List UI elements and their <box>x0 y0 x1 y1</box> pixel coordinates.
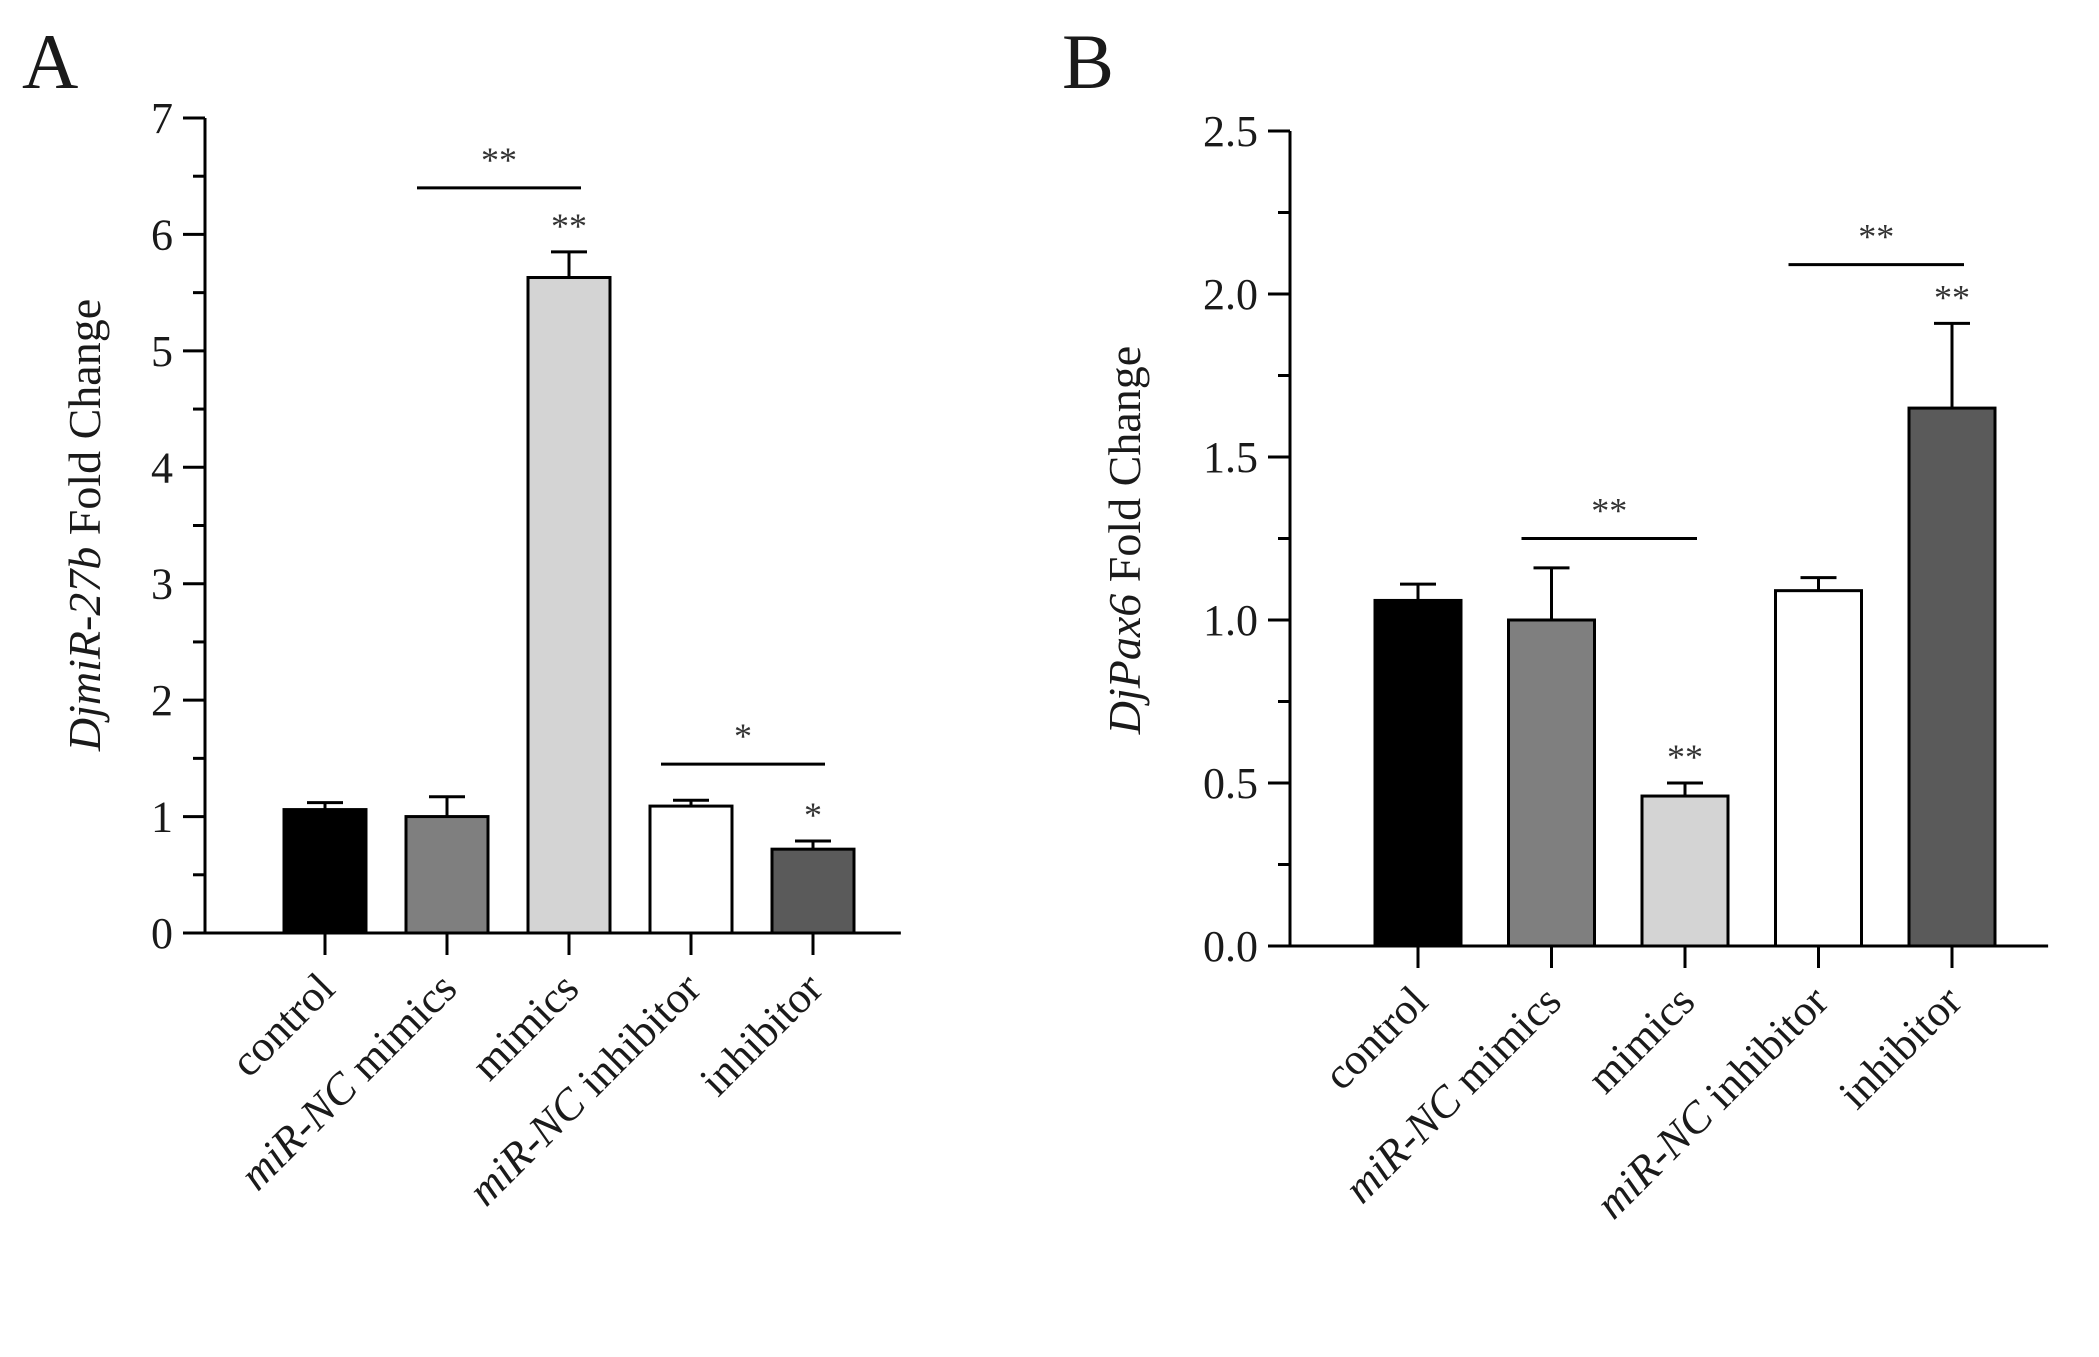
bar-control <box>1373 598 1463 948</box>
category-label: control <box>221 963 344 1086</box>
y-tick-label: 7 <box>151 94 173 143</box>
bar-control <box>282 808 368 935</box>
significance-marker: * <box>804 795 822 835</box>
y-tick-label: 1.5 <box>1203 433 1258 482</box>
bracket-significance: ** <box>481 140 517 180</box>
panel-b: B 0.0 0.5 1.0 1.5 2.0 2.5 DjPax6 Fold Change con… <box>1062 18 2049 1228</box>
category-label-part: mimics <box>1578 976 1704 1102</box>
category-label-part: miR-NC <box>458 1078 595 1215</box>
y-tick-label: 5 <box>151 327 173 376</box>
bar-inhibitor <box>770 847 856 935</box>
y-axis-label-part: Fold Change <box>1099 346 1150 594</box>
y-tick-label: 3 <box>151 560 173 609</box>
y-tick-label: 2 <box>151 676 173 725</box>
significance-marker: ** <box>551 206 587 246</box>
category-label-part: mimics <box>332 963 466 1097</box>
y-axis-label-part: Fold Change <box>59 299 110 547</box>
bar-nc-mimics <box>1507 618 1596 948</box>
category-label-part: inhibitor <box>690 963 832 1105</box>
bar-nc-mimics <box>404 815 490 935</box>
y-tick-label: 0 <box>151 909 173 958</box>
y-axis-label: DjPax6 Fold Change <box>1099 346 1150 735</box>
significance-marker: ** <box>1934 277 1970 317</box>
category-label-part: inhibitor <box>1829 976 1971 1118</box>
category-label: inhibitor <box>1829 976 1971 1118</box>
bar-nc-inhibitor <box>648 804 734 935</box>
bracket-significance: ** <box>1591 491 1627 531</box>
y-axis-label-part: DjPax6 <box>1099 594 1150 736</box>
y-tick-label: 1 <box>151 793 173 842</box>
y-tick-label: 0.0 <box>1203 922 1258 971</box>
category-label: inhibitor <box>690 963 832 1105</box>
y-axis-label-part: DjmiR-27b <box>59 547 110 752</box>
y-tick-label: 2.5 <box>1203 107 1258 156</box>
y-axis-label: DjmiR-27b Fold Change <box>59 299 110 752</box>
bar-mimics <box>526 276 612 935</box>
panel-letter: A <box>22 18 78 105</box>
category-label-part: inhibitor <box>1688 976 1838 1126</box>
category-label: mimics <box>1578 976 1704 1102</box>
category-label: control <box>1314 976 1437 1099</box>
category-label-part: miR-NC <box>1586 1091 1723 1228</box>
y-tick-label: 2.0 <box>1203 270 1258 319</box>
category-label-part: control <box>221 963 344 1086</box>
category-label: miR-NC inhibitor <box>1586 976 1838 1228</box>
bar-nc-inhibitor <box>1774 589 1863 948</box>
bracket-significance: * <box>734 716 752 756</box>
y-tick-label: 6 <box>151 210 173 259</box>
category-label-part: control <box>1314 976 1437 1099</box>
significance-marker: ** <box>1667 737 1703 777</box>
bar-mimics <box>1640 794 1730 948</box>
bar-inhibitor <box>1907 406 1997 948</box>
category-label-part: miR-NC <box>230 1062 367 1199</box>
category-label-part: mimics <box>1437 976 1571 1110</box>
category-label-part: inhibitor <box>560 963 710 1113</box>
panel-letter: B <box>1062 18 1114 105</box>
bracket-significance: ** <box>1858 217 1894 257</box>
y-tick-label: 0.5 <box>1203 759 1258 808</box>
y-tick-label: 1.0 <box>1203 596 1258 645</box>
category-label: miR-NC mimics <box>230 963 466 1199</box>
y-tick-label: 4 <box>151 443 173 492</box>
category-label-part: miR-NC <box>1335 1075 1472 1212</box>
